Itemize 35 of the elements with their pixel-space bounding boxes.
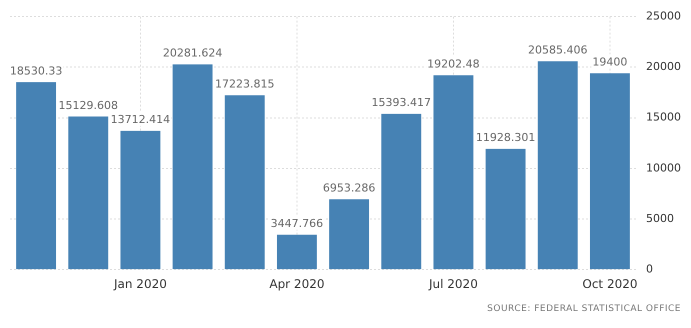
data-label: 15129.608 xyxy=(58,98,118,112)
bar xyxy=(381,114,422,270)
bar xyxy=(120,130,160,270)
data-label: 3447.766 xyxy=(270,217,324,230)
data-label: 11928.301 xyxy=(476,131,536,144)
y-tick-label: 15000 xyxy=(646,110,682,124)
bar xyxy=(433,75,474,270)
data-label: 17223.815 xyxy=(215,78,275,91)
x-tick-label: Jul 2020 xyxy=(428,276,478,291)
y-tick-label: 0 xyxy=(646,262,654,276)
y-tick-label: 5000 xyxy=(646,212,674,225)
bar xyxy=(224,95,265,270)
bar xyxy=(590,73,630,270)
y-tick-label: 10000 xyxy=(646,161,682,174)
data-label: 15393.417 xyxy=(372,96,432,110)
y-tick-label: 25000 xyxy=(646,9,682,22)
x-tick-label: Jan 2020 xyxy=(112,276,167,291)
data-label: 13712.414 xyxy=(110,113,170,126)
data-label: 18530.33 xyxy=(10,64,62,78)
bar xyxy=(486,148,526,270)
bar xyxy=(16,82,56,270)
data-label: 20585.406 xyxy=(528,44,588,57)
bar xyxy=(68,116,108,270)
source-note: SOURCE: FEDERAL STATISTICAL OFFICE xyxy=(487,304,681,314)
bar xyxy=(276,234,317,270)
x-tick-label: Apr 2020 xyxy=(269,276,324,291)
x-tick-label: Oct 2020 xyxy=(582,276,638,291)
bar xyxy=(538,61,578,270)
data-label: 19400 xyxy=(592,56,628,69)
data-label: 6953.286 xyxy=(322,182,376,195)
bar xyxy=(172,64,213,270)
data-label: 19202.48 xyxy=(427,58,480,71)
data-label: 20281.624 xyxy=(162,46,222,60)
bar xyxy=(329,199,370,270)
y-tick-label: 20000 xyxy=(646,60,682,74)
